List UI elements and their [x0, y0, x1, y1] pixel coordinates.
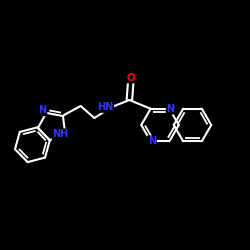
Text: NH: NH	[52, 129, 69, 139]
Text: N: N	[38, 106, 46, 116]
Text: HN: HN	[97, 102, 113, 112]
Text: O: O	[126, 72, 135, 83]
Text: N: N	[148, 136, 156, 146]
Text: N: N	[166, 104, 175, 114]
